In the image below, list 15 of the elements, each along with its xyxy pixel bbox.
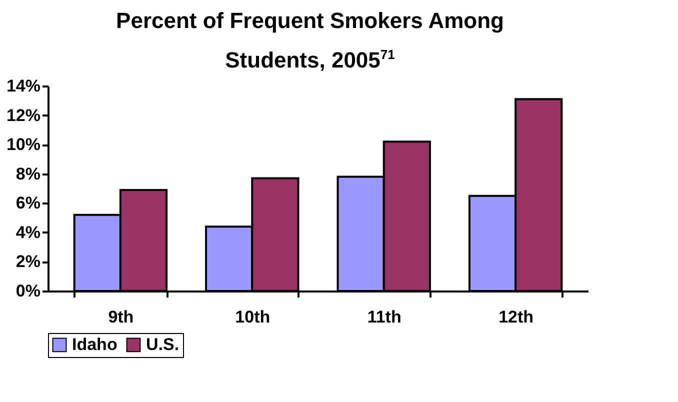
x-tick-label: 11th <box>367 308 402 327</box>
x-tick-label: 12th <box>498 308 534 327</box>
y-tick-label: 2% <box>16 252 40 272</box>
y-tick-label: 6% <box>16 194 40 213</box>
chart-title: Percent of Frequent Smokers Among Students, 2005$^{71}$ <box>115 7 505 74</box>
legend-label: U.S. <box>146 335 180 354</box>
y-tick-label: 12% <box>6 106 40 126</box>
x-tick-label: 10th <box>235 308 270 327</box>
y-tick-label: 10% <box>6 135 40 154</box>
y-tick-label: 0% <box>16 282 40 301</box>
y-tick-label: 14% <box>6 76 40 96</box>
legend-label: Idaho <box>72 335 118 354</box>
y-tick-label: 4% <box>16 223 40 242</box>
x-tick-label: 9th <box>108 308 134 327</box>
y-tick-label: 8% <box>16 164 40 184</box>
